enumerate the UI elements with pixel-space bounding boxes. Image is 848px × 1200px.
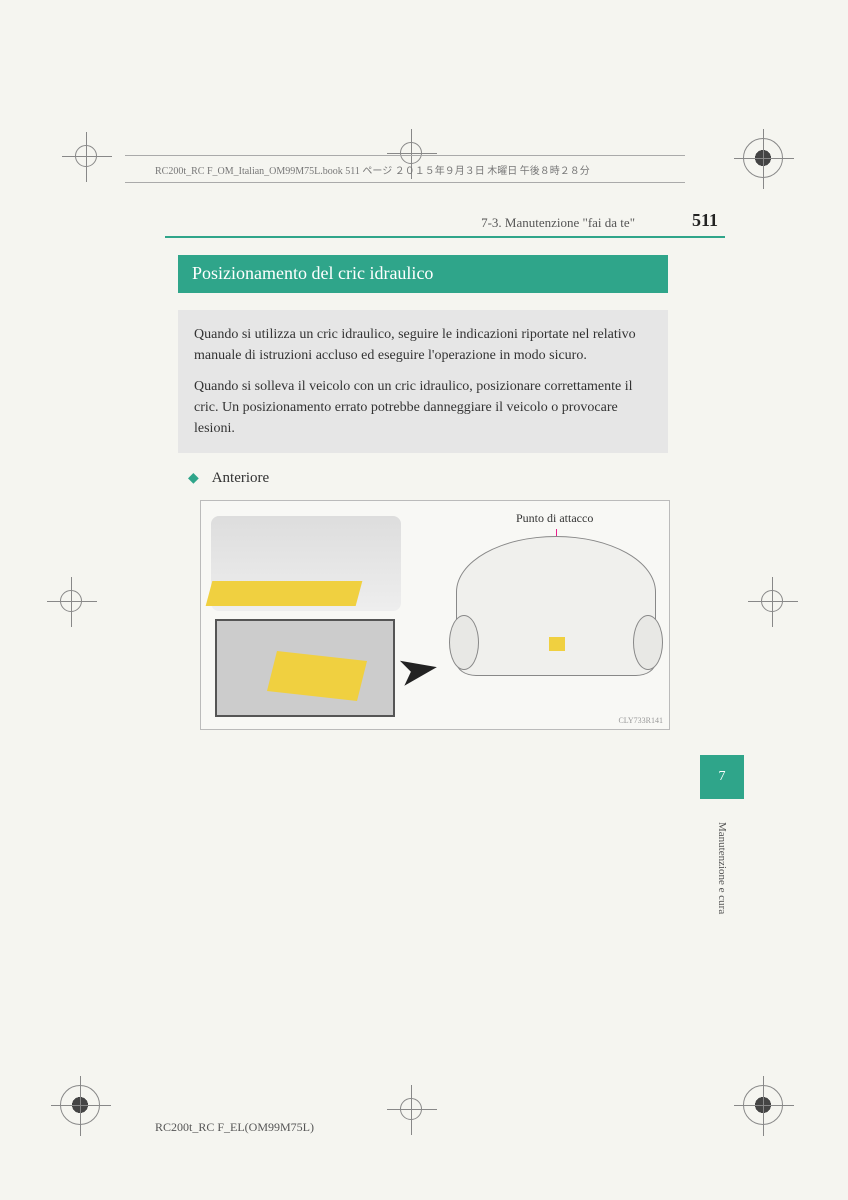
warning-p2: Quando si solleva il veicolo con un cric… bbox=[194, 376, 652, 439]
jack-point-highlight bbox=[267, 651, 367, 701]
jack-illustration bbox=[206, 581, 363, 606]
page-number: 511 bbox=[692, 210, 718, 231]
chapter-label: Manutenzione e cura bbox=[716, 822, 728, 914]
chapter-tab: 7 bbox=[700, 755, 744, 799]
diamond-icon: ◆ bbox=[188, 471, 199, 486]
book-metadata: RC200t_RC F_OM_Italian_OM99M75L.book 511… bbox=[125, 155, 685, 183]
warning-p1: Quando si utilizza un cric idraulico, se… bbox=[194, 324, 652, 366]
subsection-label: Anteriore bbox=[212, 470, 269, 486]
diagram-code: CLY733R141 bbox=[618, 716, 663, 725]
jack-point-marker bbox=[549, 637, 565, 651]
footer-code: RC200t_RC F_EL(OM99M75L) bbox=[155, 1120, 314, 1135]
header-rule bbox=[165, 236, 725, 238]
undercarriage-illustration bbox=[456, 536, 656, 691]
diagram: Punto di attacco ➤ CLY733R141 bbox=[200, 500, 670, 730]
diagram-label: Punto di attacco bbox=[516, 511, 593, 526]
subsection-heading: ◆ Anteriore bbox=[188, 470, 269, 487]
warning-box: Quando si utilizza un cric idraulico, se… bbox=[178, 310, 668, 453]
arrow-icon: ➤ bbox=[392, 643, 443, 697]
page-title: Posizionamento del cric idraulico bbox=[178, 255, 668, 293]
section-breadcrumb: 7-3. Manutenzione "fai da te" bbox=[165, 215, 725, 231]
jack-detail bbox=[215, 619, 395, 717]
